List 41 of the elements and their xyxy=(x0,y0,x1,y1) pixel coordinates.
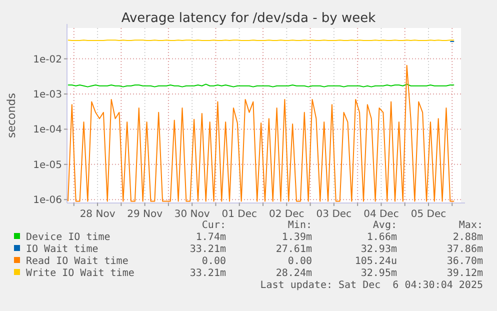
y-tick-label: 1e-04 xyxy=(33,124,62,136)
text: 1.74m xyxy=(196,232,226,243)
text: 32.93m xyxy=(360,244,397,255)
text: 33.21m xyxy=(190,244,226,255)
x-tick-label: 30 Nov xyxy=(174,209,210,220)
y-tick-label: 1e-02 xyxy=(33,54,62,66)
y-axis-title: seconds xyxy=(5,92,18,138)
x-tick-label: 01 Dec xyxy=(222,209,258,220)
x-tick-label: 29 Nov xyxy=(127,209,163,220)
text: 1.39m xyxy=(282,232,312,243)
text: Min: xyxy=(288,220,312,231)
legend-label: Write IO Wait time xyxy=(26,268,134,279)
text: Avg: xyxy=(372,220,397,231)
line-series xyxy=(67,64,455,202)
x-tick-label: 03 Dec xyxy=(316,209,352,220)
x-tick-label: 02 Dec xyxy=(269,209,304,220)
text: 0.00 xyxy=(202,256,226,267)
text: Max: xyxy=(458,220,483,231)
text: 105.24u xyxy=(354,256,397,267)
text: 39.12m xyxy=(446,268,483,279)
text: Cur: xyxy=(202,220,226,231)
text: 1.66m xyxy=(366,232,397,243)
text: 36.70m xyxy=(446,256,483,267)
x-tick-label: 28 Nov xyxy=(80,209,116,220)
text: 27.61m xyxy=(276,244,312,255)
legend-label: Device IO time xyxy=(26,232,110,243)
text: 37.86m xyxy=(446,244,483,255)
text: 32.95m xyxy=(360,268,397,279)
x-tick-label: 04 Dec xyxy=(364,209,399,220)
y-tick-label: 1e-06 xyxy=(33,195,62,206)
x-tick-label: 05 Dec xyxy=(410,209,446,220)
legend-label: Read IO Wait time xyxy=(26,256,128,267)
legend-label: IO Wait time xyxy=(26,244,98,255)
chart-title: Average latency for /dev/sda - by week xyxy=(121,11,376,26)
text: 2.88m xyxy=(452,232,483,243)
y-tick-label: 1e-03 xyxy=(33,89,62,100)
text: 0.00 xyxy=(288,256,312,267)
text: 33.21m xyxy=(190,268,226,279)
text: 28.24m xyxy=(276,268,312,279)
text: Last update: Sat Dec 6 04:30:04 2025 xyxy=(260,280,483,291)
y-tick-label: 1e-05 xyxy=(33,160,62,171)
